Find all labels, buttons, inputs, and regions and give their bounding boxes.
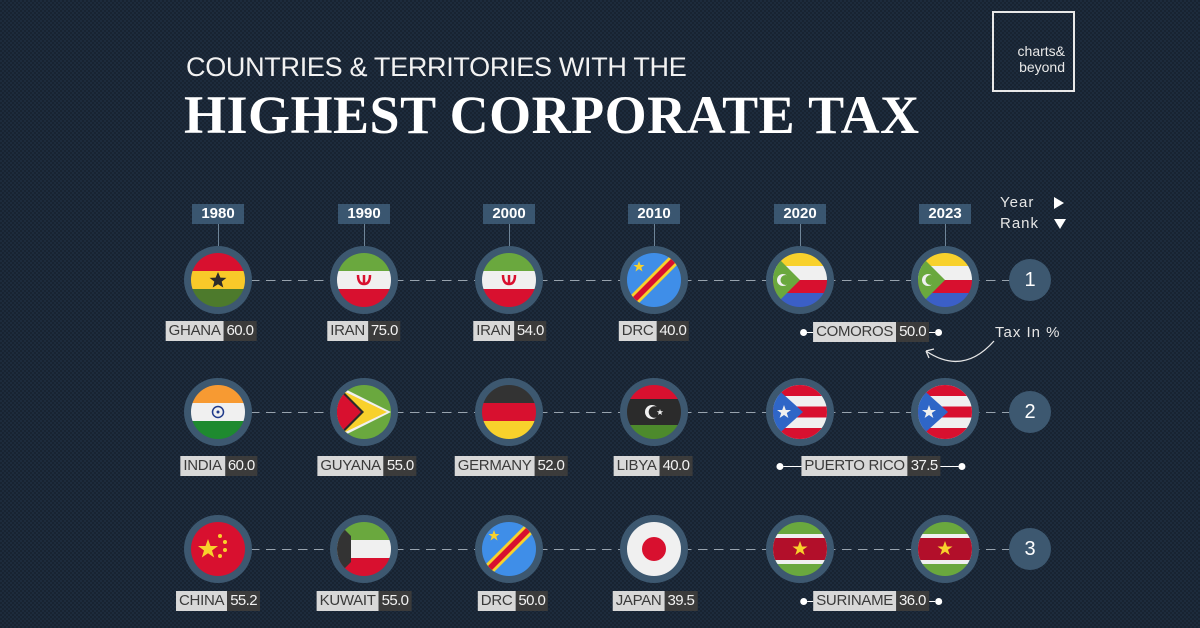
tax-value: 60.0 xyxy=(224,456,258,476)
legend-year: Year xyxy=(1000,194,1064,211)
year-stem xyxy=(800,224,801,246)
country-name: COMOROS xyxy=(813,322,897,342)
ghana-flag-icon xyxy=(184,246,252,314)
country-label: KUWAIT 55.0 xyxy=(316,591,412,611)
country-name: JAPAN xyxy=(612,591,665,611)
year-stem xyxy=(654,224,655,246)
year-badge: 2020 xyxy=(774,204,826,224)
span-connector-right xyxy=(940,456,966,476)
country-name: KUWAIT xyxy=(316,591,379,611)
triangle-down-icon xyxy=(1054,219,1066,229)
logo-line-1: charts& xyxy=(1017,43,1065,59)
tax-value: 55.0 xyxy=(378,591,412,611)
kuwait-flag-icon xyxy=(330,515,398,583)
iran-flag-icon xyxy=(330,246,398,314)
tax-value: 40.0 xyxy=(656,321,690,341)
tax-value: 36.0 xyxy=(895,591,929,611)
suriname-flag-icon xyxy=(911,515,979,583)
tax-value: 55.0 xyxy=(383,456,417,476)
country-label: DRC 40.0 xyxy=(618,321,690,341)
country-label: GUYANA 55.0 xyxy=(317,456,417,476)
country-name: LIBYA xyxy=(613,456,660,476)
iran-flag-icon xyxy=(475,246,543,314)
year-badge: 1990 xyxy=(338,204,390,224)
tax-value: 50.0 xyxy=(896,322,929,342)
year-stem xyxy=(945,224,946,246)
country-label: CHINA 55.2 xyxy=(176,591,260,611)
year-badge: 2023 xyxy=(919,204,971,224)
comoros-flag-icon xyxy=(766,246,834,314)
year-badge: 1980 xyxy=(192,204,244,224)
japan-flag-icon xyxy=(620,515,688,583)
year-badge: 2010 xyxy=(628,204,680,224)
germany-flag-icon xyxy=(475,378,543,446)
curved-arrow-icon xyxy=(925,340,995,363)
libya-flag-icon xyxy=(620,378,688,446)
tax-value: 40.0 xyxy=(659,456,693,476)
tax-value: 54.0 xyxy=(513,321,547,341)
country-name: DRC xyxy=(618,321,657,341)
country-name: SURINAME xyxy=(813,591,896,611)
legend-rank: Rank xyxy=(1000,215,1066,232)
brand-logo: charts& beyond xyxy=(992,11,1075,92)
country-name: PUERTO RICO xyxy=(801,456,908,476)
rank-badge: 1 xyxy=(1009,259,1051,301)
country-label: DRC 50.0 xyxy=(477,591,549,611)
country-name: CHINA xyxy=(176,591,228,611)
puerto-rico-flag-icon xyxy=(766,378,834,446)
country-label: LIBYA 40.0 xyxy=(613,456,693,476)
tax-unit-note: Tax In % xyxy=(995,324,1061,341)
india-flag-icon xyxy=(184,378,252,446)
country-name: GUYANA xyxy=(317,456,384,476)
logo-line-2: beyond xyxy=(1019,59,1065,75)
tax-value: 50.0 xyxy=(515,591,549,611)
rank-badge: 2 xyxy=(1009,391,1051,433)
tax-value: 60.0 xyxy=(223,321,257,341)
subtitle: COUNTRIES & TERRITORIES WITH THE xyxy=(186,52,687,82)
rank-badge: 3 xyxy=(1009,528,1051,570)
tax-value: 37.5 xyxy=(907,456,941,476)
span-connector-right xyxy=(928,591,942,611)
triangle-right-icon xyxy=(1054,197,1064,209)
country-label-span: PUERTO RICO 37.5 xyxy=(776,456,966,476)
country-label: IRAN 75.0 xyxy=(327,321,401,341)
span-connector-left xyxy=(800,322,814,342)
country-label: IRAN 54.0 xyxy=(473,321,547,341)
span-connector-left xyxy=(800,591,814,611)
span-connector-left xyxy=(776,456,802,476)
year-stem xyxy=(218,224,219,246)
year-badge: 2000 xyxy=(483,204,535,224)
legend-rank-label: Rank xyxy=(1000,215,1040,232)
country-label-span: COMOROS 50.0 xyxy=(800,322,942,342)
year-stem xyxy=(364,224,365,246)
drc-flag-icon xyxy=(475,515,543,583)
country-label: JAPAN 39.5 xyxy=(612,591,698,611)
country-name: IRAN xyxy=(473,321,514,341)
tax-value: 75.0 xyxy=(367,321,401,341)
country-name: INDIA xyxy=(180,456,225,476)
span-connector-right xyxy=(928,322,942,342)
drc-flag-icon xyxy=(620,246,688,314)
country-label: GERMANY 52.0 xyxy=(454,456,568,476)
tax-value: 39.5 xyxy=(664,591,698,611)
country-name: GHANA xyxy=(165,321,224,341)
country-label: INDIA 60.0 xyxy=(180,456,258,476)
country-label: GHANA 60.0 xyxy=(165,321,257,341)
country-name: DRC xyxy=(477,591,516,611)
puerto-rico-flag-icon xyxy=(911,378,979,446)
legend-year-label: Year xyxy=(1000,194,1035,211)
country-name: GERMANY xyxy=(454,456,535,476)
year-stem xyxy=(509,224,510,246)
tax-value: 52.0 xyxy=(534,456,568,476)
guyana-flag-icon xyxy=(330,378,398,446)
tax-value: 55.2 xyxy=(227,591,260,611)
china-flag-icon xyxy=(184,515,252,583)
country-label-span: SURINAME 36.0 xyxy=(800,591,942,611)
suriname-flag-icon xyxy=(766,515,834,583)
country-name: IRAN xyxy=(327,321,368,341)
page-title: HIGHEST CORPORATE TAX xyxy=(184,85,920,145)
comoros-flag-icon xyxy=(911,246,979,314)
